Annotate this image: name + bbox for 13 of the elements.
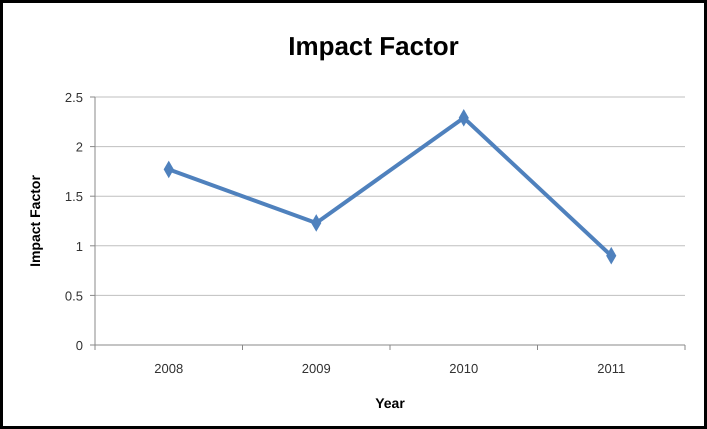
x-tick-label: 2011 (597, 361, 626, 376)
x-tick-label: 2008 (154, 361, 184, 376)
y-tick-label: 2.5 (64, 90, 83, 105)
y-tick-label: 0 (76, 338, 83, 353)
chart-title: Impact Factor (288, 31, 459, 61)
y-tick-label: 1 (76, 238, 83, 254)
x-tick-label: 2009 (302, 361, 331, 376)
x-tick-label: 2010 (449, 361, 478, 376)
y-tick-label: 2 (76, 140, 83, 155)
x-axis-title: Year (375, 395, 406, 411)
y-axis-title: Impact Factor (27, 174, 43, 267)
y-tick-label: 1.5 (64, 189, 83, 204)
y-tick-label: 0.5 (64, 288, 83, 304)
